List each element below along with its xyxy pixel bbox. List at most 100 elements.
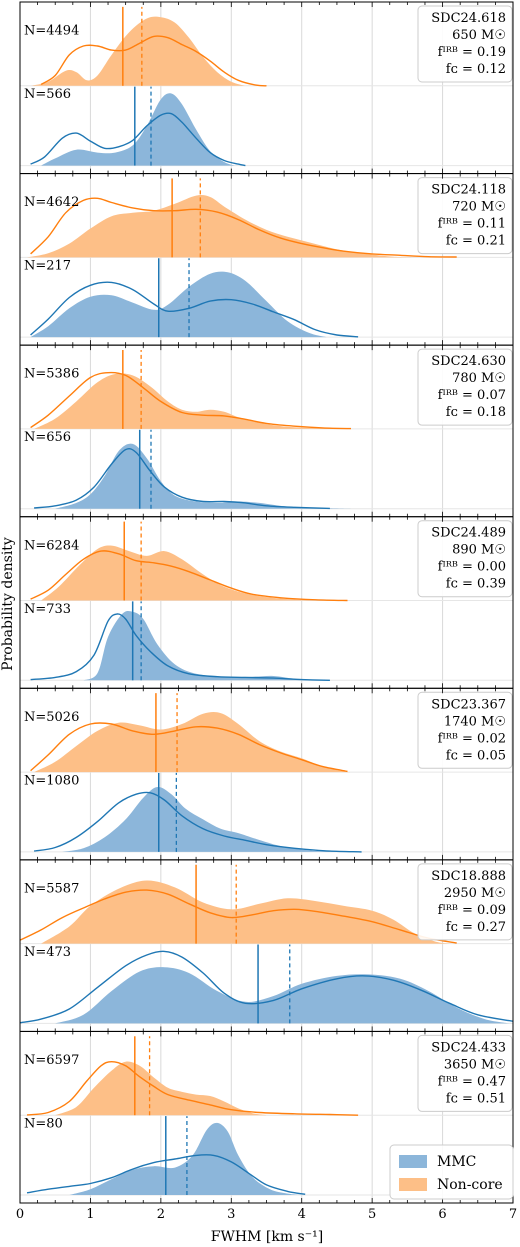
panel-sdc23-367: N=5026 N=1080 SDC23.367 1740 M☉ fᴵᴿᴮ = 0.02 f… (20, 691, 513, 853)
noncore-n-label: N=4642 (24, 195, 79, 210)
noncore-kde-fill (27, 195, 415, 258)
noncore-kde-line (30, 371, 352, 430)
mmc-kde-line (30, 112, 246, 167)
info-fc: fᴄ = 0.18 (446, 405, 506, 420)
noncore-kde-fill (34, 712, 351, 773)
panel-sdc24-630: N=5386 N=656 SDC24.630 780 M☉ fᴵᴿᴮ = 0.07 fᴄ … (20, 348, 513, 510)
info-mass: 890 M☉ (452, 543, 506, 558)
info-firb: fᴵᴿᴮ = 0.47 (438, 1074, 506, 1089)
noncore-kde-line (30, 550, 348, 602)
noncore-kde-fill (30, 16, 246, 86)
axes: 0 1 2 3 4 5 6 7 (16, 1, 517, 1222)
mmc-n-label: N=217 (24, 259, 71, 274)
info-firb: fᴵᴿᴮ = 0.11 (438, 217, 506, 232)
info-box (417, 177, 513, 255)
info-fc: fᴄ = 0.12 (446, 62, 506, 77)
info-cloud: SDC24.489 (431, 526, 506, 541)
mmc-kde-line (30, 613, 330, 681)
info-mass: 650 M☉ (452, 28, 506, 43)
mmc-kde-fill (69, 1122, 302, 1195)
info-fc: fᴄ = 0.51 (446, 1091, 506, 1106)
info-firb: fᴵᴿᴮ = 0.07 (438, 388, 506, 403)
info-fc: fᴄ = 0.21 (446, 234, 506, 249)
legend-swatch-noncore (399, 1178, 427, 1191)
info-fc: fᴄ = 0.05 (446, 748, 506, 763)
noncore-n-label: N=6284 (24, 538, 79, 553)
noncore-n-label: N=5026 (24, 710, 79, 725)
x-tick-label: 7 (509, 1207, 517, 1222)
info-box (417, 5, 513, 83)
x-tick-label: 4 (298, 1207, 306, 1222)
info-box (417, 1034, 513, 1112)
noncore-kde-line (26, 1060, 359, 1116)
noncore-n-label: N=5587 (24, 881, 79, 896)
legend: MMC Non-core (389, 1144, 514, 1200)
x-tick-label: 5 (368, 1207, 376, 1222)
noncore-kde-line (19, 889, 457, 944)
noncore-n-label: N=4494 (24, 24, 79, 39)
info-fc: fᴄ = 0.39 (446, 577, 506, 592)
info-cloud: SDC23.367 (431, 697, 506, 712)
info-fc: fᴄ = 0.27 (446, 920, 506, 935)
noncore-n-label: N=6597 (24, 1053, 79, 1068)
mmc-n-label: N=473 (24, 945, 71, 960)
noncore-n-label: N=5386 (24, 367, 79, 382)
info-firb: fᴵᴿᴮ = 0.00 (438, 560, 506, 575)
mmc-kde-line (26, 1154, 306, 1195)
legend-label-noncore: Non-core (437, 1177, 503, 1193)
x-tick-label: 3 (227, 1207, 235, 1222)
info-cloud: SDC24.118 (431, 183, 506, 198)
info-cloud: SDC24.433 (431, 1040, 506, 1055)
info-firb: fᴵᴿᴮ = 0.09 (438, 903, 506, 918)
legend-label-mmc: MMC (437, 1154, 476, 1170)
x-tick-label: 2 (157, 1207, 165, 1222)
info-cloud: SDC24.630 (431, 354, 506, 369)
noncore-kde-fill (41, 545, 330, 601)
info-mass: 720 M☉ (452, 200, 506, 215)
info-box (417, 691, 513, 769)
info-mass: 3650 M☉ (444, 1057, 506, 1072)
info-mass: 2950 M☉ (444, 886, 506, 901)
noncore-kde-line (40, 35, 267, 87)
x-axis-label: FWHM [km s⁻¹] (211, 1229, 323, 1245)
noncore-kde-fill (34, 373, 351, 429)
mmc-n-label: N=656 (24, 430, 71, 445)
mmc-kde-fill (83, 611, 316, 681)
info-cloud: SDC18.888 (431, 869, 506, 884)
info-box (417, 863, 513, 941)
mmc-n-label: N=1080 (24, 773, 79, 788)
info-cloud: SDC24.618 (431, 11, 506, 26)
mmc-kde-line (34, 448, 330, 510)
mmc-kde-fill (62, 786, 337, 852)
mmc-n-label: N=566 (24, 87, 71, 102)
y-axis-label: Probability density (0, 537, 16, 671)
x-tick-label: 1 (86, 1207, 94, 1222)
info-mass: 1740 M☉ (444, 714, 506, 729)
panel-sdc24-433: N=6597 N=80 SDC24.433 3650 M☉ fᴵᴿᴮ = 0.47 fᴄ … (20, 1034, 513, 1196)
mmc-kde-fill (55, 443, 351, 509)
info-mass: 780 M☉ (452, 371, 506, 386)
info-firb: fᴵᴿᴮ = 0.02 (438, 731, 506, 746)
mmc-n-label: N=733 (24, 602, 71, 617)
panel-sdc24-118: N=4642 N=217 SDC24.118 720 M☉ fᴵᴿᴮ = 0.11 fᴄ … (20, 177, 513, 338)
panel-sdc24-489: N=6284 N=733 SDC24.489 890 M☉ fᴵᴿᴮ = 0.00 fᴄ … (20, 520, 513, 681)
x-tick-label: 6 (438, 1207, 446, 1222)
mmc-kde-fill (41, 93, 235, 166)
mmc-kde-line (33, 791, 362, 853)
x-tick-label: 0 (16, 1207, 24, 1222)
mmc-kde-fill (30, 271, 327, 338)
panel-sdc24-618: N=4494 N=566 SDC24.618 650 M☉ fᴵᴿᴮ = 0.19 fᴄ … (20, 5, 513, 167)
noncore-kde-fill (55, 1061, 267, 1116)
noncore-kde-line (30, 197, 457, 258)
mmc-n-label: N=80 (24, 1117, 63, 1132)
panels: N=4494 N=566 SDC24.618 650 M☉ fᴵᴿᴮ = 0.19 fᴄ … (19, 5, 514, 1196)
info-box (417, 520, 513, 598)
mmc-kde-line (19, 950, 514, 1024)
noncore-kde-fill (41, 880, 450, 944)
info-firb: fᴵᴿᴮ = 0.19 (438, 45, 506, 60)
info-box (417, 348, 513, 426)
legend-swatch-mmc (399, 1155, 427, 1168)
mmc-kde-fill (55, 967, 510, 1024)
panel-sdc18-888: N=5587 N=473 SDC18.888 2950 M☉ fᴵᴿᴮ = 0.09 fᴄ… (19, 863, 514, 1024)
